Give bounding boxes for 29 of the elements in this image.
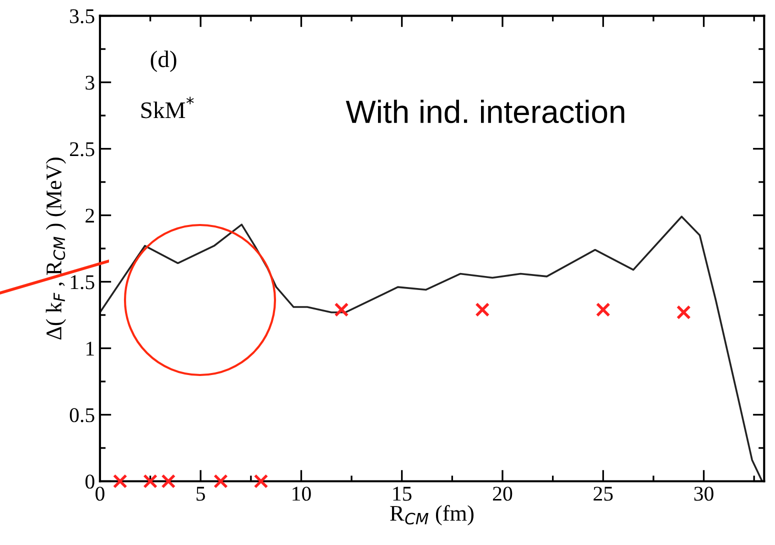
annotation: With ind. interaction bbox=[346, 100, 624, 124]
y-tick-label: 1 bbox=[86, 342, 94, 356]
x-tick-label: 0 bbox=[96, 486, 104, 501]
x-tick-label: 15 bbox=[393, 486, 412, 501]
annotation: SkM$^{*}$ bbox=[141, 96, 194, 118]
point bbox=[596, 302, 610, 317]
x-tick-label: 5 bbox=[196, 486, 205, 501]
point bbox=[143, 474, 158, 488]
point bbox=[334, 302, 349, 317]
x-tick-label: 10 bbox=[292, 486, 311, 501]
y-tick-label: 2 bbox=[86, 208, 94, 223]
y-tick-label: 0.5 bbox=[70, 408, 94, 422]
y-tick-label: 0 bbox=[85, 474, 94, 489]
y-tick-label: 3 bbox=[86, 76, 94, 90]
x-tick-label: 30 bbox=[694, 486, 714, 501]
x-axis-title: R$_{CM}$ (fm) bbox=[390, 504, 474, 526]
point bbox=[676, 305, 691, 320]
point bbox=[214, 474, 228, 488]
point bbox=[161, 474, 176, 488]
y-tick-label: 2.5 bbox=[70, 142, 94, 156]
point bbox=[254, 474, 268, 488]
point bbox=[475, 302, 490, 317]
y-tick-label: 1.5 bbox=[70, 275, 94, 290]
x-tick-label: 20 bbox=[493, 486, 512, 501]
point bbox=[112, 474, 128, 488]
annotation: (d) bbox=[150, 50, 176, 72]
y-axis-title: Δ( k$_{F}$ , R$_{CM}$ ) (MeV) bbox=[46, 158, 66, 340]
x-tick-label: 25 bbox=[594, 486, 613, 501]
y-tick-label: 3.5 bbox=[70, 9, 94, 24]
